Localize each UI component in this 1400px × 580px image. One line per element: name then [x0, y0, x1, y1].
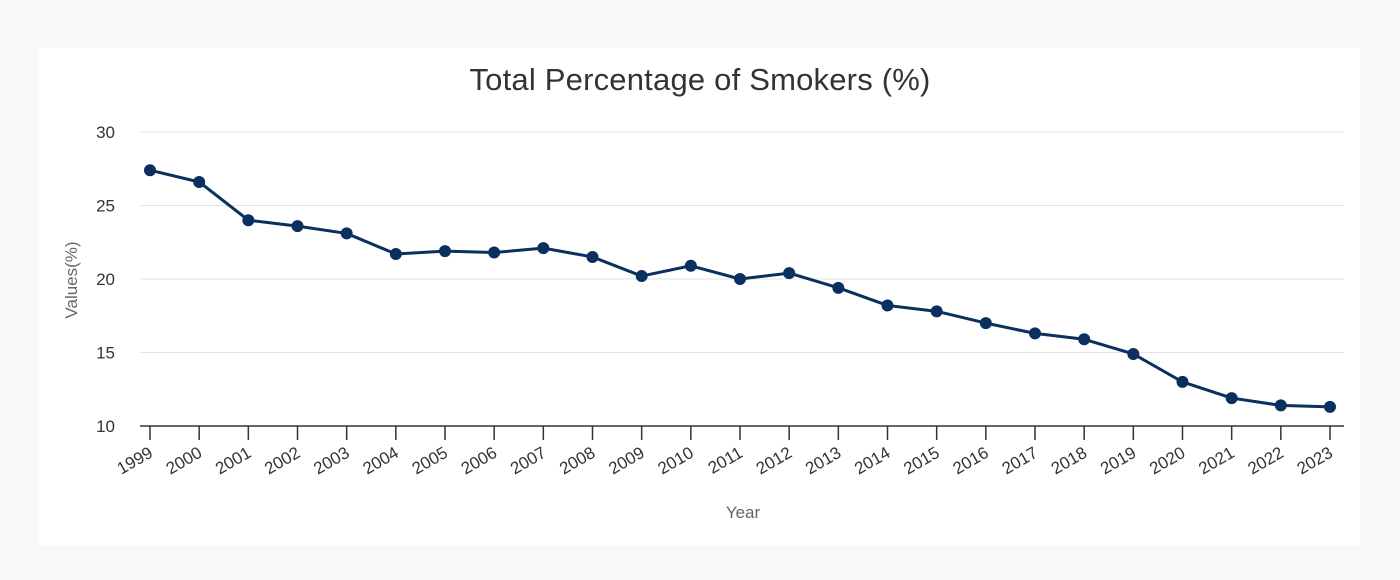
gridlines: [140, 131, 1344, 353]
x-tick-label: 1999: [114, 443, 156, 478]
x-tick-label: 2013: [802, 443, 844, 478]
y-axis-title: Values(%): [62, 241, 81, 318]
data-point[interactable]: [340, 227, 353, 240]
data-point[interactable]: [635, 270, 648, 283]
x-tick-label: 2017: [999, 443, 1041, 478]
x-tick-label: 2021: [1195, 443, 1237, 478]
y-axis-ticks: 10 15 20 25 30: [96, 123, 115, 436]
x-tick-label: 2018: [1048, 443, 1090, 478]
y-tick-label: 15: [96, 344, 115, 363]
data-point[interactable]: [734, 273, 746, 285]
data-point[interactable]: [1324, 400, 1336, 413]
data-point[interactable]: [291, 220, 304, 233]
x-tick-label: 2004: [360, 443, 402, 478]
x-tick-label: 2010: [655, 443, 697, 478]
x-tick-label: 2001: [212, 443, 254, 478]
y-tick-label: 10: [96, 417, 115, 436]
y-tick-label: 20: [96, 270, 115, 289]
data-point[interactable]: [1225, 392, 1238, 405]
x-tick-label: 2000: [163, 443, 205, 478]
data-point[interactable]: [1127, 347, 1140, 360]
chart-card: [38, 48, 1360, 546]
data-point[interactable]: [439, 245, 451, 258]
data-point[interactable]: [1078, 333, 1091, 346]
x-tick-label: 2019: [1097, 443, 1139, 478]
x-tick-label: 2009: [605, 443, 647, 478]
data-point[interactable]: [1274, 399, 1287, 412]
x-tick-label: 2011: [705, 443, 746, 478]
x-tick-label: 2015: [900, 443, 942, 478]
data-point[interactable]: [832, 281, 845, 294]
x-tick-label: 2007: [507, 443, 549, 478]
data-point[interactable]: [488, 246, 501, 259]
x-axis: 1999 2000 2001 2002 2003 2004 2005 2006 2007 2008…: [114, 425, 1344, 478]
chart-title: Total Percentage of Smokers (%): [469, 62, 931, 97]
x-tick-label: 2023: [1294, 443, 1336, 478]
data-point[interactable]: [1029, 327, 1041, 340]
x-axis-title: Year: [726, 503, 761, 522]
x-tick-label: 2016: [950, 443, 992, 478]
data-point[interactable]: [586, 250, 599, 263]
x-tick-label: 2008: [556, 443, 598, 478]
x-tick-label: 2014: [851, 443, 893, 478]
data-point[interactable]: [389, 248, 402, 261]
data-point[interactable]: [242, 214, 255, 227]
x-tick-label: 2012: [753, 443, 795, 478]
data-point[interactable]: [783, 267, 796, 280]
data-point[interactable]: [930, 305, 943, 318]
series-layer: [144, 164, 1336, 413]
data-point[interactable]: [537, 242, 550, 255]
data-point[interactable]: [193, 175, 206, 188]
x-tick-label: 2002: [261, 443, 303, 478]
y-tick-label: 25: [96, 197, 115, 216]
data-point[interactable]: [979, 317, 992, 330]
y-tick-label: 30: [96, 123, 115, 142]
x-tick-label: 2006: [458, 443, 500, 478]
x-tick-label: 2003: [310, 443, 352, 478]
data-point[interactable]: [881, 299, 894, 312]
data-point[interactable]: [1176, 375, 1189, 388]
x-tick-label: 2022: [1245, 443, 1287, 478]
data-point[interactable]: [144, 164, 156, 177]
data-point[interactable]: [684, 259, 697, 272]
x-tick-label: 2020: [1146, 443, 1188, 478]
x-tick-label: 2005: [409, 443, 451, 478]
